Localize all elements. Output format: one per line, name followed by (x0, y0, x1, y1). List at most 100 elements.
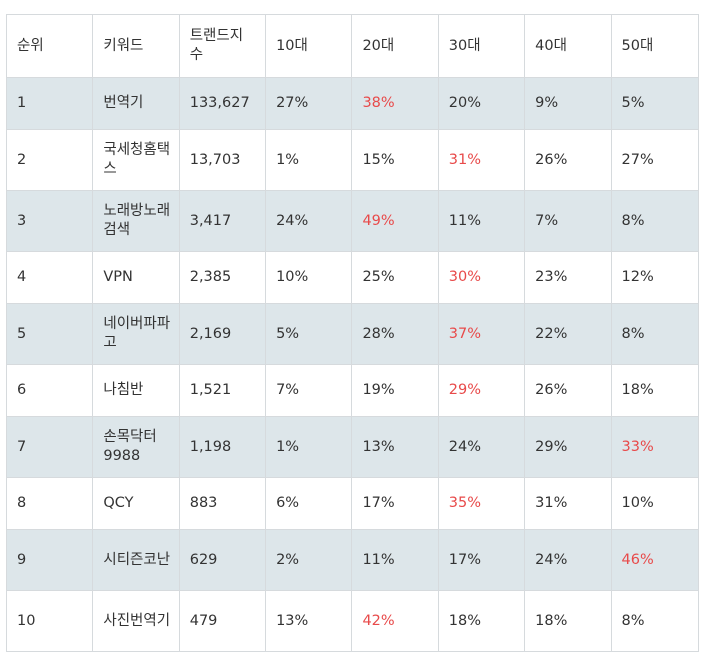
keyword-trend-table: 순위 키워드 트랜드지수 10대 20대 30대 40대 50대 1 번역기 1… (5, 14, 700, 652)
trend-cell: 1,198 (178, 416, 267, 478)
age-40s-cell: 26% (524, 129, 612, 191)
table-row: 3 노래방노래검색 3,417 24% 49% 11% 7% 8% (5, 190, 700, 252)
age-40s-cell: 7% (524, 190, 612, 252)
header-age-20s: 20대 (351, 14, 439, 78)
age-30s-cell: 24% (437, 416, 526, 478)
age-10s-cell: 24% (265, 190, 353, 252)
header-age-30s: 30대 (437, 14, 526, 78)
age-30s-cell: 31% (437, 129, 526, 191)
age-10s-cell: 27% (265, 77, 353, 130)
table-row: 8 QCY 883 6% 17% 35% 31% 10% (5, 477, 700, 530)
age-40s-cell: 31% (524, 477, 612, 530)
age-10s-cell: 7% (265, 364, 353, 417)
age-30s-cell: 18% (437, 590, 526, 652)
age-40s-cell: 29% (524, 416, 612, 478)
trend-cell: 1,521 (178, 364, 267, 417)
keyword-cell: 손목닥터9988 (92, 416, 180, 478)
age-10s-cell: 13% (265, 590, 353, 652)
age-50s-cell: 46% (610, 529, 700, 591)
age-50s-cell: 8% (610, 190, 700, 252)
age-20s-cell: 42% (351, 590, 439, 652)
keyword-cell: 나침반 (92, 364, 180, 417)
trend-cell: 883 (178, 477, 267, 530)
trend-cell: 629 (178, 529, 267, 591)
rank-cell: 5 (5, 303, 94, 365)
age-20s-cell: 15% (351, 129, 439, 191)
header-row: 순위 키워드 트랜드지수 10대 20대 30대 40대 50대 (5, 14, 700, 78)
rank-cell: 2 (5, 129, 94, 191)
age-30s-cell: 11% (437, 190, 526, 252)
age-50s-cell: 27% (610, 129, 700, 191)
age-10s-cell: 2% (265, 529, 353, 591)
trend-cell: 2,385 (178, 251, 267, 304)
age-40s-cell: 9% (524, 77, 612, 130)
keyword-cell: 시티즌코난 (92, 529, 180, 591)
header-keyword: 키워드 (92, 14, 180, 78)
age-40s-cell: 26% (524, 364, 612, 417)
header-age-40s: 40대 (524, 14, 612, 78)
age-40s-cell: 23% (524, 251, 612, 304)
table-row: 2 국세청홈택스 13,703 1% 15% 31% 26% 27% (5, 129, 700, 191)
age-50s-cell: 5% (610, 77, 700, 130)
table-row: 9 시티즌코난 629 2% 11% 17% 24% 46% (5, 529, 700, 591)
table-row: 4 VPN 2,385 10% 25% 30% 23% 12% (5, 251, 700, 304)
trend-cell: 133,627 (178, 77, 267, 130)
rank-cell: 9 (5, 529, 94, 591)
trend-cell: 13,703 (178, 129, 267, 191)
age-50s-cell: 10% (610, 477, 700, 530)
age-30s-cell: 17% (437, 529, 526, 591)
trend-table-container: 순위 키워드 트랜드지수 10대 20대 30대 40대 50대 1 번역기 1… (5, 14, 700, 652)
age-50s-cell: 8% (610, 303, 700, 365)
header-rank: 순위 (5, 14, 94, 78)
table-row: 6 나침반 1,521 7% 19% 29% 26% 18% (5, 364, 700, 417)
age-20s-cell: 38% (351, 77, 439, 130)
header-trend-index: 트랜드지수 (178, 14, 267, 78)
age-30s-cell: 37% (437, 303, 526, 365)
rank-cell: 4 (5, 251, 94, 304)
age-20s-cell: 25% (351, 251, 439, 304)
age-10s-cell: 6% (265, 477, 353, 530)
table-row: 7 손목닥터9988 1,198 1% 13% 24% 29% 33% (5, 416, 700, 478)
rank-cell: 7 (5, 416, 94, 478)
age-40s-cell: 22% (524, 303, 612, 365)
age-40s-cell: 18% (524, 590, 612, 652)
trend-cell: 3,417 (178, 190, 267, 252)
keyword-cell: 노래방노래검색 (92, 190, 180, 252)
trend-cell: 2,169 (178, 303, 267, 365)
keyword-cell: 사진번역기 (92, 590, 180, 652)
keyword-cell: 네이버파파고 (92, 303, 180, 365)
age-30s-cell: 35% (437, 477, 526, 530)
age-50s-cell: 12% (610, 251, 700, 304)
age-50s-cell: 8% (610, 590, 700, 652)
header-age-50s: 50대 (610, 14, 700, 78)
age-50s-cell: 18% (610, 364, 700, 417)
age-10s-cell: 1% (265, 129, 353, 191)
age-10s-cell: 10% (265, 251, 353, 304)
age-20s-cell: 49% (351, 190, 439, 252)
age-20s-cell: 11% (351, 529, 439, 591)
table-row: 1 번역기 133,627 27% 38% 20% 9% 5% (5, 77, 700, 130)
keyword-cell: 번역기 (92, 77, 180, 130)
keyword-cell: QCY (92, 477, 180, 530)
age-10s-cell: 5% (265, 303, 353, 365)
age-50s-cell: 33% (610, 416, 700, 478)
age-10s-cell: 1% (265, 416, 353, 478)
rank-cell: 1 (5, 77, 94, 130)
rank-cell: 3 (5, 190, 94, 252)
age-30s-cell: 29% (437, 364, 526, 417)
rank-cell: 8 (5, 477, 94, 530)
age-40s-cell: 24% (524, 529, 612, 591)
age-30s-cell: 20% (437, 77, 526, 130)
keyword-cell: VPN (92, 251, 180, 304)
rank-cell: 6 (5, 364, 94, 417)
age-30s-cell: 30% (437, 251, 526, 304)
keyword-cell: 국세청홈택스 (92, 129, 180, 191)
age-20s-cell: 13% (351, 416, 439, 478)
table-row: 10 사진번역기 479 13% 42% 18% 18% 8% (5, 590, 700, 652)
header-age-10s: 10대 (265, 14, 353, 78)
table-row: 5 네이버파파고 2,169 5% 28% 37% 22% 8% (5, 303, 700, 365)
age-20s-cell: 28% (351, 303, 439, 365)
trend-cell: 479 (178, 590, 267, 652)
age-20s-cell: 17% (351, 477, 439, 530)
rank-cell: 10 (5, 590, 94, 652)
